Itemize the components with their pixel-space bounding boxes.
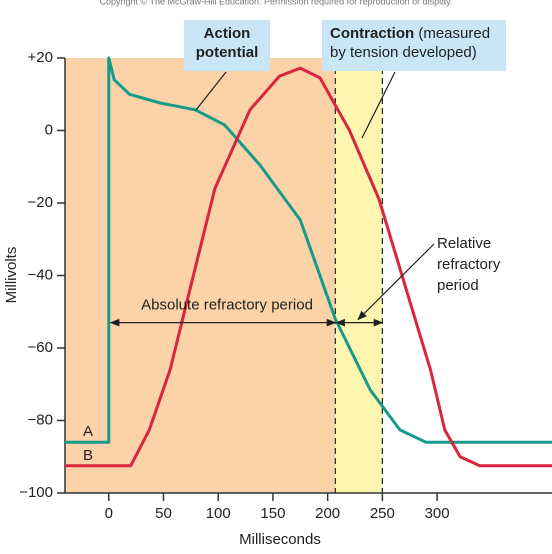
x-tick-label: 150 [260,505,285,522]
copyright: Copyright © The McGraw-Hill Education. P… [100,0,453,6]
y-tick-label: −60 [28,339,53,356]
callout-rest: (measured [414,25,490,42]
callout-leader [195,71,227,111]
callout-text: Action [204,25,251,42]
y-tick-label: +20 [28,49,53,66]
series-line [65,56,552,444]
relative-region [335,58,383,493]
x-axis-label: Milliseconds [239,531,321,548]
callout-box [322,20,506,71]
relative-label: refractory [437,256,501,273]
callout-bold: Contraction [330,25,414,42]
y-axis-label: Millivolts [3,247,20,304]
x-tick-label: 100 [206,505,231,522]
absolute-region [65,58,336,493]
y-tick-label: 0 [45,121,53,138]
y-tick-label: −80 [28,411,53,428]
y-tick-label: −40 [28,266,53,283]
absolute-label: Absolute refractory period [141,297,313,314]
relative-label: Relative [437,235,491,252]
x-tick-label: 50 [155,505,172,522]
y-tick-label: −100 [19,484,53,501]
callout-box [184,20,270,71]
series-line [65,66,552,468]
callout-text: potential [196,44,259,61]
series-label: A [83,423,93,440]
x-tick-label: 0 [105,505,113,522]
x-tick-label: 250 [370,505,395,522]
series-label: B [83,447,93,464]
callout-text: Contraction (measured [330,25,490,42]
x-tick-label: 200 [315,505,340,522]
y-tick-label: −20 [28,194,53,211]
relative-label: period [437,277,479,294]
relative-leader [357,243,435,321]
callout-leader [361,71,396,139]
callout-text: by tension developed) [330,44,477,61]
x-tick-label: 300 [425,505,450,522]
